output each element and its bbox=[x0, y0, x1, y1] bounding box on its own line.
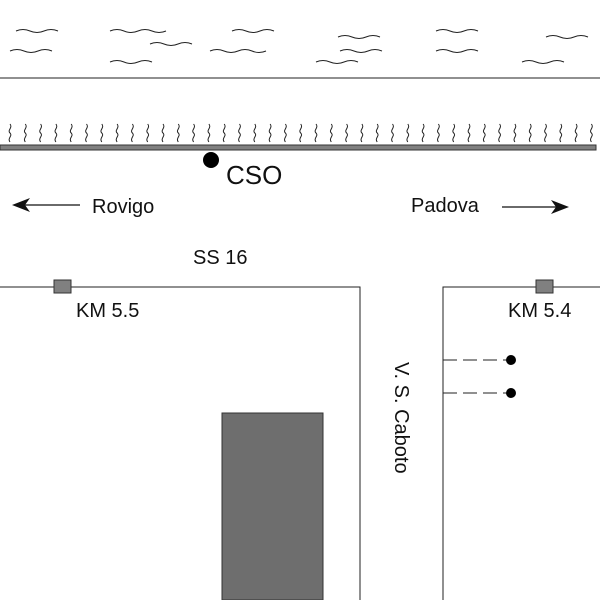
water-wave bbox=[339, 49, 383, 53]
vegetation-squiggle bbox=[329, 123, 333, 143]
water-wave bbox=[315, 60, 359, 64]
water-wave bbox=[231, 29, 275, 33]
water-wave bbox=[521, 60, 565, 64]
km-marker-right bbox=[535, 279, 554, 294]
water-wave bbox=[15, 29, 59, 33]
riverbank-vegetation bbox=[8, 123, 593, 143]
water-wave bbox=[435, 29, 479, 33]
road-edge-left-block bbox=[0, 286, 361, 600]
direction-padova: Padova bbox=[411, 195, 480, 217]
vegetation-squiggle bbox=[115, 123, 119, 143]
vegetation-squiggle bbox=[345, 123, 348, 143]
vegetation-squiggle bbox=[360, 123, 364, 143]
cso-label: CSO bbox=[226, 160, 282, 190]
vegetation-squiggle bbox=[54, 123, 58, 143]
water-body bbox=[9, 29, 589, 64]
water-wave bbox=[435, 49, 479, 53]
vegetation-squiggle bbox=[176, 123, 180, 143]
vegetation-squiggle bbox=[528, 123, 532, 143]
vegetation-squiggle bbox=[192, 123, 195, 143]
vegetation-squiggle bbox=[85, 123, 88, 143]
vegetation-squiggle bbox=[222, 123, 226, 143]
km-label-right: KM 5.4 bbox=[508, 300, 571, 322]
vegetation-squiggle bbox=[299, 123, 303, 143]
vegetation-squiggle bbox=[69, 123, 73, 143]
arrow-left-icon bbox=[12, 198, 80, 212]
vegetation-squiggle bbox=[452, 123, 456, 143]
water-wave bbox=[337, 35, 381, 39]
water-wave bbox=[209, 49, 267, 53]
vegetation-squiggle bbox=[268, 123, 272, 143]
vegetation-squiggle bbox=[131, 123, 134, 143]
water-wave bbox=[109, 29, 167, 33]
km-marker-left bbox=[53, 279, 72, 294]
vegetation-squiggle bbox=[544, 123, 547, 143]
dashed-pipes bbox=[443, 355, 516, 398]
vegetation-squiggle bbox=[314, 123, 318, 143]
side-street-label: V. S. Caboto bbox=[390, 362, 412, 474]
vegetation-squiggle bbox=[590, 123, 593, 143]
vegetation-squiggle bbox=[23, 123, 27, 143]
vegetation-squiggle bbox=[467, 123, 471, 143]
vegetation-squiggle bbox=[207, 123, 211, 143]
embankment bbox=[0, 144, 597, 151]
water-wave bbox=[9, 49, 53, 53]
road-name: SS 16 bbox=[193, 247, 247, 269]
vegetation-squiggle bbox=[559, 123, 563, 143]
pipe-endpoint bbox=[506, 355, 516, 365]
pipe-endpoint bbox=[506, 388, 516, 398]
vegetation-squiggle bbox=[39, 123, 42, 143]
vegetation-squiggle bbox=[375, 123, 379, 143]
vegetation-squiggle bbox=[238, 123, 241, 143]
direction-rovigo: Rovigo bbox=[92, 196, 154, 218]
vegetation-squiggle bbox=[574, 123, 578, 143]
water-wave bbox=[149, 42, 193, 46]
vegetation-squiggle bbox=[513, 123, 517, 143]
km-label-left: KM 5.5 bbox=[76, 300, 139, 322]
vegetation-squiggle bbox=[421, 123, 425, 143]
vegetation-squiggle bbox=[391, 123, 394, 143]
road-edge-right-block bbox=[442, 286, 600, 600]
vegetation-squiggle bbox=[100, 123, 104, 143]
vegetation-squiggle bbox=[482, 123, 486, 143]
vegetation-squiggle bbox=[8, 123, 12, 143]
vegetation-squiggle bbox=[406, 123, 410, 143]
water-wave bbox=[545, 35, 589, 39]
cso-point bbox=[203, 152, 219, 168]
vegetation-squiggle bbox=[146, 123, 150, 143]
arrow-right-icon bbox=[502, 200, 569, 214]
vegetation-squiggle bbox=[498, 123, 501, 143]
vegetation-squiggle bbox=[253, 123, 257, 143]
vegetation-squiggle bbox=[284, 123, 287, 143]
water-wave bbox=[109, 60, 153, 64]
building bbox=[221, 412, 324, 600]
vegetation-squiggle bbox=[437, 123, 440, 143]
vegetation-squiggle bbox=[161, 123, 165, 143]
